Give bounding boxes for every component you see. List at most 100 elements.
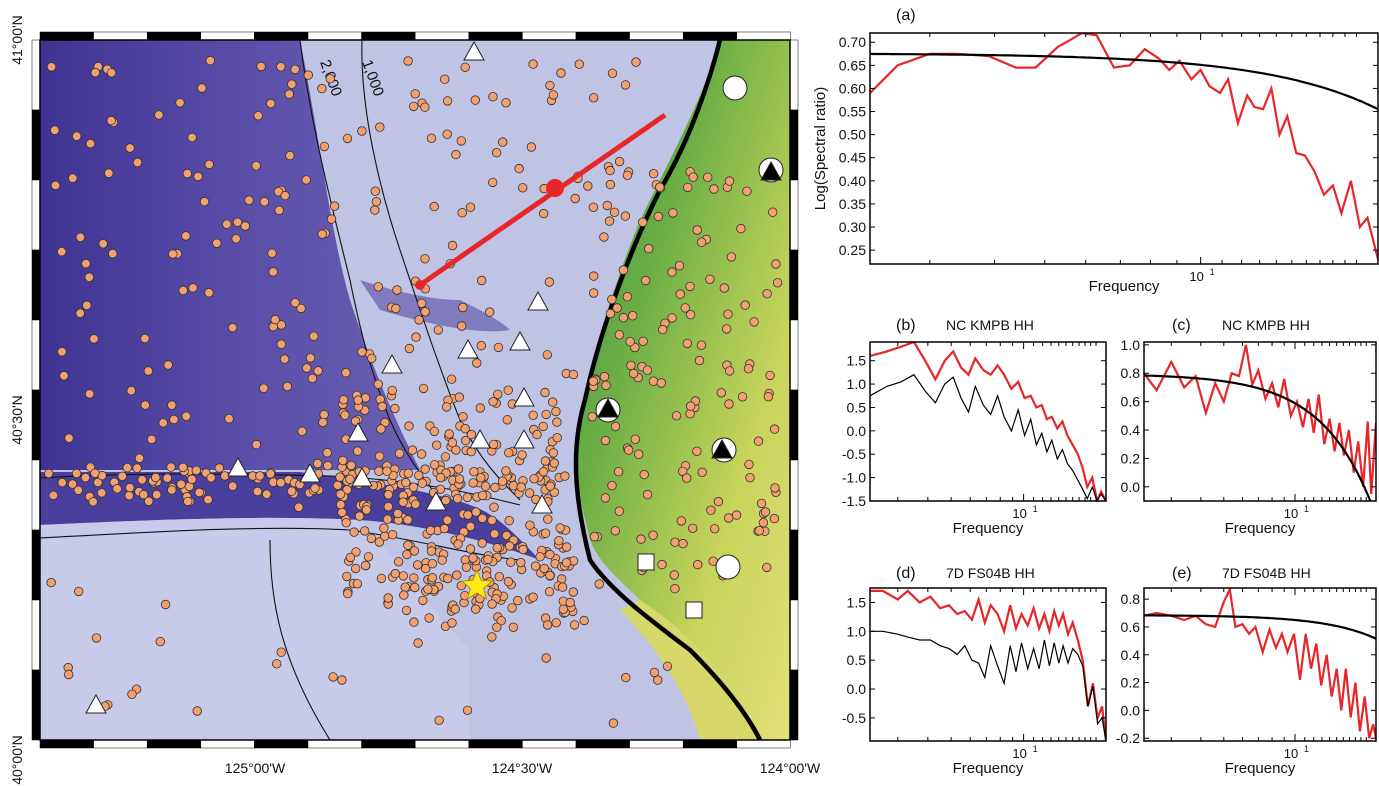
y-tick-label: 1.0 bbox=[847, 376, 867, 392]
panel-title: NC KMPB HH bbox=[946, 317, 1034, 333]
seismicity-circle-icon bbox=[558, 604, 569, 615]
seismicity-circle-icon bbox=[232, 217, 243, 228]
seismicity-circle-icon bbox=[709, 184, 719, 194]
seismicity-circle-icon bbox=[57, 477, 67, 488]
seismicity-circle-icon bbox=[518, 183, 528, 193]
seismicity-circle-icon bbox=[628, 311, 638, 321]
seismicity-circle-icon bbox=[488, 397, 498, 407]
station-triangle-icon bbox=[457, 338, 479, 359]
seismicity-circle-icon bbox=[382, 466, 392, 476]
seismicity-circle-icon bbox=[420, 102, 430, 112]
seismicity-circle-icon bbox=[88, 497, 98, 507]
seismicity-circle-icon bbox=[71, 468, 82, 479]
lon-label-124-30: 124°30'W bbox=[492, 760, 553, 776]
seismicity-circle-icon bbox=[84, 389, 95, 399]
seismicity-circle-icon bbox=[373, 282, 384, 292]
seismicity-circle-icon bbox=[513, 595, 523, 606]
seismicity-circle-icon bbox=[127, 689, 137, 700]
seismicity-circle-icon bbox=[46, 577, 56, 588]
axes-box bbox=[869, 341, 1107, 502]
seismicity-circle-icon bbox=[454, 474, 465, 484]
seismicity-circle-icon bbox=[272, 659, 282, 669]
seismicity-circle-icon bbox=[107, 248, 118, 259]
seismicity-circle-icon bbox=[414, 470, 424, 481]
seismicity-circle-icon bbox=[374, 466, 384, 476]
seismicity-circle-icon bbox=[265, 469, 276, 479]
seismicity-circle-icon bbox=[48, 490, 59, 501]
seismicity-circle-icon bbox=[604, 216, 615, 226]
seismicity-circle-icon bbox=[696, 237, 707, 247]
seismicity-circle-icon bbox=[532, 429, 542, 440]
seismicity-circle-icon bbox=[483, 554, 493, 565]
series-fit bbox=[1144, 614, 1376, 640]
seismicity-circle-icon bbox=[657, 559, 667, 570]
seismicity-circle-icon bbox=[325, 73, 336, 84]
seismicity-circle-icon bbox=[535, 552, 545, 562]
y-tick-label: 0.5 bbox=[847, 652, 867, 668]
frame-tick-top bbox=[736, 31, 791, 41]
station-triangle-icon bbox=[527, 290, 549, 311]
seismicity-circle-icon bbox=[326, 214, 337, 224]
seismicity-circle-icon bbox=[508, 622, 519, 633]
seismicity-circle-icon bbox=[132, 463, 142, 473]
seismicity-circle-icon bbox=[688, 172, 698, 182]
seismicity-circle-icon bbox=[621, 672, 631, 683]
seismicity-circle-icon bbox=[653, 211, 664, 222]
frame-tick-right bbox=[789, 669, 799, 741]
seismicity-circle-icon bbox=[543, 514, 553, 524]
seismicity-circle-icon bbox=[594, 579, 605, 589]
seismicity-circle-icon bbox=[568, 587, 579, 597]
seismicity-circle-icon bbox=[705, 274, 715, 285]
seismicity-circle-icon bbox=[736, 223, 746, 234]
gorda-abyssal-plain bbox=[40, 517, 470, 740]
frame-tick-top bbox=[146, 31, 202, 41]
seismicity-circle-icon bbox=[341, 518, 351, 528]
y-tick-label: 0.55 bbox=[839, 104, 866, 120]
seismicity-circle-icon bbox=[375, 122, 385, 132]
series-fit bbox=[870, 52, 1378, 111]
station-triangle-icon bbox=[513, 428, 535, 449]
seismicity-circle-icon bbox=[682, 473, 692, 483]
seismicity-circle-icon bbox=[724, 399, 734, 409]
y-tick-label: 1.0 bbox=[1121, 337, 1141, 353]
seismicity-circle-icon bbox=[178, 285, 188, 296]
series-noise bbox=[870, 630, 1106, 741]
seismicity-circle-icon bbox=[256, 61, 266, 72]
seismicity-circle-icon bbox=[670, 584, 680, 594]
profile-endpoint-marker bbox=[415, 280, 425, 290]
seismicity-circle-icon bbox=[638, 217, 648, 227]
seismicity-circle-icon bbox=[267, 248, 277, 258]
spectral-panels: (a) 0.25 0.30 0.35 0.40 0.45 0.50 0.55 0.60 0.65 0… bbox=[812, 7, 1379, 777]
seismicity-circle-icon bbox=[122, 463, 133, 473]
seismicity-circle-icon bbox=[562, 542, 572, 552]
frame-tick-bottom bbox=[522, 739, 577, 749]
panel-title: 7D FS04B HH bbox=[946, 565, 1035, 581]
x-axis-label: Frequency bbox=[953, 760, 1024, 777]
seismicity-circle-icon bbox=[443, 573, 453, 584]
y-axis-label: Log(Spectral ratio) bbox=[812, 87, 829, 210]
seismicity-circle-icon bbox=[471, 604, 481, 614]
frame-tick-left bbox=[31, 669, 41, 741]
seismicity-circle-icon bbox=[744, 459, 754, 470]
seismicity-circle-icon bbox=[376, 573, 387, 584]
y-tick-label: 0.0 bbox=[847, 681, 867, 697]
seismicity-circle-icon bbox=[468, 553, 478, 563]
seismicity-circle-icon bbox=[409, 617, 419, 627]
y-tick-label: 0.4 bbox=[1121, 422, 1141, 438]
seismicity-circle-icon bbox=[685, 409, 695, 419]
seismicity-circle-icon bbox=[753, 436, 764, 446]
y-tick-label: 0.2 bbox=[1121, 450, 1141, 466]
seismicity-circle-icon bbox=[377, 401, 387, 412]
seismicity-circle-icon bbox=[98, 239, 108, 249]
seismicity-circle-icon bbox=[710, 524, 720, 534]
station-filled-triangle-icon bbox=[711, 438, 733, 459]
seismicity-circle-icon bbox=[203, 494, 213, 505]
frame-tick-top bbox=[629, 31, 684, 41]
seismicity-circle-icon bbox=[155, 636, 166, 647]
seismicity-circle-icon bbox=[434, 715, 444, 726]
seismicity-circle-icon bbox=[631, 57, 641, 67]
seismicity-circle-icon bbox=[456, 136, 467, 146]
lon-label-124: 124°00'W bbox=[760, 760, 821, 776]
seismicity-circle-icon bbox=[387, 385, 397, 396]
seismicity-circle-icon bbox=[89, 334, 99, 344]
